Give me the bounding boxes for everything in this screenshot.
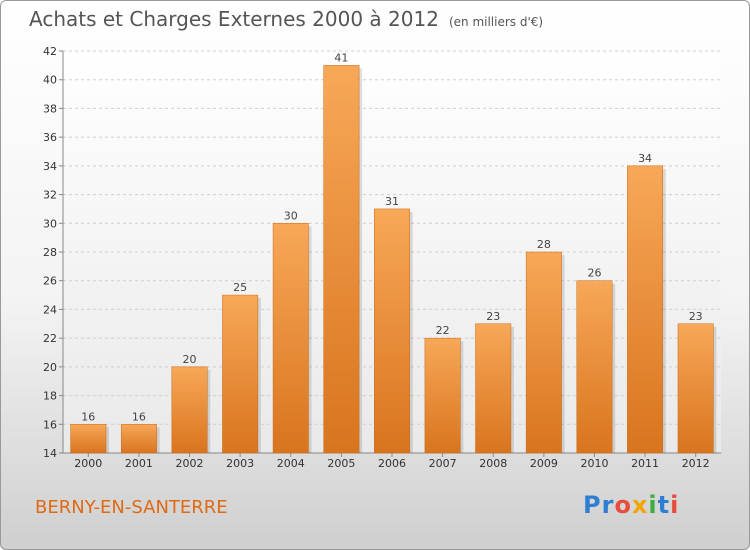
x-tick-label: 2005 — [327, 457, 355, 470]
bar — [171, 366, 208, 454]
data-label: 22 — [436, 324, 450, 337]
y-tick-label: 32 — [43, 189, 57, 202]
data-label: 26 — [587, 267, 601, 280]
commune-name: BERNY-EN-SANTERRE — [35, 497, 228, 518]
y-tick-label: 14 — [43, 447, 57, 460]
data-label: 23 — [486, 310, 500, 323]
bar — [70, 424, 107, 454]
bar — [677, 323, 714, 454]
data-label: 41 — [334, 51, 348, 64]
y-tick-label: 28 — [43, 246, 57, 259]
data-label: 16 — [81, 410, 95, 423]
x-tick-label: 2012 — [682, 457, 710, 470]
bar — [374, 208, 410, 454]
bar — [424, 337, 461, 454]
y-tick-label: 26 — [43, 275, 57, 288]
data-label: 20 — [183, 353, 197, 366]
chart-title-text: Achats et Charges Externes 2000 à 2012 — [29, 7, 439, 31]
y-tick-label: 34 — [43, 160, 57, 173]
y-tick-label: 22 — [43, 332, 57, 345]
bar — [475, 323, 512, 454]
data-label: 28 — [537, 238, 551, 251]
data-label: 25 — [233, 281, 247, 294]
bar — [222, 294, 259, 454]
bar — [120, 424, 157, 454]
x-tick-label: 2000 — [74, 457, 102, 470]
data-label: 16 — [132, 410, 146, 423]
x-tick-label: 2006 — [378, 457, 406, 470]
y-tick-label: 16 — [43, 418, 57, 431]
x-tick-label: 2003 — [226, 457, 254, 470]
y-tick-label: 18 — [43, 390, 57, 403]
y-tick-label: 20 — [43, 361, 57, 374]
chart-title: Achats et Charges Externes 2000 à 2012 (e… — [29, 7, 543, 31]
y-tick-label: 40 — [43, 74, 57, 87]
bar — [323, 65, 360, 454]
chart-subtitle: (en milliers d'€) — [448, 15, 544, 29]
bar — [272, 223, 309, 454]
x-tick-label: 2009 — [530, 457, 558, 470]
bar — [627, 165, 664, 454]
x-tick-label: 2001 — [125, 457, 153, 470]
y-tick-label: 36 — [43, 131, 57, 144]
data-label: 23 — [689, 310, 703, 323]
bar — [525, 251, 562, 454]
data-label: 30 — [284, 209, 298, 222]
bar — [576, 280, 613, 454]
x-tick-label: 2004 — [277, 457, 305, 470]
y-tick-label: 24 — [43, 303, 57, 316]
x-tick-label: 2007 — [429, 457, 457, 470]
y-tick-label: 38 — [43, 102, 57, 115]
proxiti-logo: Proxiti — [583, 491, 680, 519]
x-tick-label: 2008 — [479, 457, 507, 470]
data-label: 34 — [638, 152, 652, 165]
y-tick-label: 30 — [43, 217, 57, 230]
y-tick-label: 42 — [43, 45, 57, 58]
x-tick-label: 2002 — [176, 457, 204, 470]
x-tick-label: 2011 — [631, 457, 659, 470]
x-tick-label: 2010 — [580, 457, 608, 470]
data-label: 31 — [385, 195, 399, 208]
